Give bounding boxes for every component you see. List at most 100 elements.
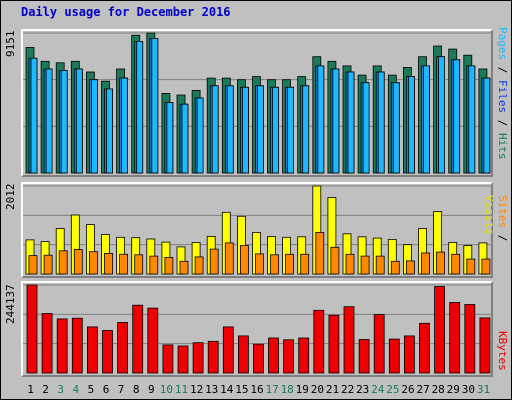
- chart-title: Daily usage for December 2016: [21, 5, 231, 19]
- sites-bar: [345, 253, 355, 275]
- legend-files: Files: [496, 80, 509, 114]
- day-label: 30: [462, 383, 475, 396]
- kbytes-bar: [479, 317, 491, 374]
- kbytes-bar: [102, 330, 113, 374]
- kbytes-bar: [147, 307, 159, 374]
- pages-bar: [257, 85, 264, 174]
- day-label: 26: [401, 383, 414, 396]
- sites-bar: [149, 255, 159, 275]
- kbytes-bar: [177, 345, 189, 374]
- sites-bar: [58, 250, 68, 275]
- kbytes-bar: [328, 314, 340, 374]
- kbytes-bar: [403, 335, 415, 374]
- day-label: 18: [281, 383, 294, 396]
- kbytes-bar: [449, 301, 461, 374]
- pages-bar: [75, 68, 83, 174]
- pages-bar: [151, 38, 159, 174]
- pages-bar: [121, 77, 128, 174]
- day-label: 12: [190, 383, 203, 396]
- pages-bar: [287, 86, 295, 174]
- kbytes-bar: [388, 338, 400, 374]
- sites-bar: [466, 258, 476, 275]
- day-label: 24: [371, 383, 385, 396]
- kbytes-bar: [358, 339, 370, 374]
- sites-bar: [224, 242, 234, 275]
- day-label: 14: [220, 383, 234, 396]
- visits-sites-plot: [23, 185, 491, 275]
- day-label: 25: [386, 383, 399, 396]
- day-axis: 1 2 3 4 5 6 7 8 9 10 11 12 13 14 15 16 17 18 19 20 21 22 23 24 2…: [27, 383, 490, 396]
- kbytes-bar: [373, 314, 385, 374]
- sites-bar: [315, 232, 325, 275]
- kbytes-ymax-label: 244137: [4, 284, 17, 324]
- sites-bar: [481, 258, 491, 275]
- sites-bar: [164, 257, 174, 275]
- pages-bar: [181, 103, 189, 174]
- sites-bar: [73, 249, 83, 275]
- legend-sep-1: /: [496, 60, 509, 80]
- kbytes-bar: [87, 326, 98, 374]
- sites-bar: [421, 252, 430, 275]
- visits-ymax-label: 2012: [4, 184, 17, 211]
- pages-bar: [438, 56, 446, 174]
- sites-bar: [134, 254, 144, 275]
- kbytes-bar: [222, 326, 234, 374]
- kbytes-bar: [237, 335, 249, 374]
- pages-bar: [91, 79, 98, 174]
- sites-bar: [330, 246, 340, 275]
- kbytes-plot: [23, 284, 491, 374]
- pages-bar: [272, 86, 279, 174]
- pages-bar: [377, 71, 385, 174]
- sites-bar: [43, 254, 53, 275]
- kbytes-bar: [117, 322, 128, 374]
- pages-bar: [226, 85, 234, 174]
- sites-bar: [89, 251, 98, 275]
- sites-bar: [285, 253, 295, 275]
- pages-bar: [60, 70, 68, 174]
- day-label: 16: [250, 383, 263, 396]
- day-label: 28: [432, 383, 445, 396]
- kbytes-bar: [313, 309, 325, 374]
- sites-bar: [194, 256, 204, 275]
- kbytes-legend: KBytes: [496, 331, 509, 371]
- kbytes-bar: [207, 340, 219, 374]
- day-label: 22: [341, 383, 354, 396]
- kbytes-bar: [434, 286, 446, 374]
- pages-bar: [317, 65, 325, 174]
- sites-bar: [239, 245, 249, 275]
- pages-bar: [106, 88, 113, 174]
- sites-bar: [300, 253, 310, 275]
- day-label: 8: [133, 383, 140, 396]
- sites-bar: [360, 255, 370, 275]
- kbytes-bar: [41, 313, 53, 374]
- sites-bar: [104, 253, 113, 275]
- day-label: 4: [72, 383, 79, 396]
- legend-visits: Visits: [483, 195, 496, 235]
- kbytes-bar: [298, 337, 310, 374]
- kbytes-bar: [56, 318, 68, 374]
- kbytes-bar: [419, 322, 430, 374]
- day-label: 6: [103, 383, 110, 396]
- day-label: 3: [57, 383, 64, 396]
- sites-bar: [209, 248, 219, 275]
- visits-panel: [21, 182, 493, 278]
- kbytes-bar: [192, 342, 204, 374]
- pages-bar: [196, 97, 204, 174]
- day-label: 9: [148, 383, 155, 396]
- day-label: 29: [447, 383, 460, 396]
- pages-bar: [45, 68, 53, 174]
- sites-bar: [451, 253, 461, 275]
- kbytes-bar: [343, 306, 355, 374]
- legend-sep-3: /: [496, 228, 509, 242]
- kbytes-bar: [464, 304, 476, 374]
- kbytes-bar: [26, 284, 38, 374]
- sites-bar: [179, 260, 189, 275]
- kbytes-bar: [283, 339, 295, 374]
- pages-bar: [453, 59, 461, 174]
- pages-bar: [136, 40, 144, 174]
- hits-legend: Pages / Files / Hits: [495, 27, 509, 177]
- pages-bar: [30, 57, 38, 174]
- day-label: 19: [296, 383, 309, 396]
- sites-bar: [28, 255, 38, 275]
